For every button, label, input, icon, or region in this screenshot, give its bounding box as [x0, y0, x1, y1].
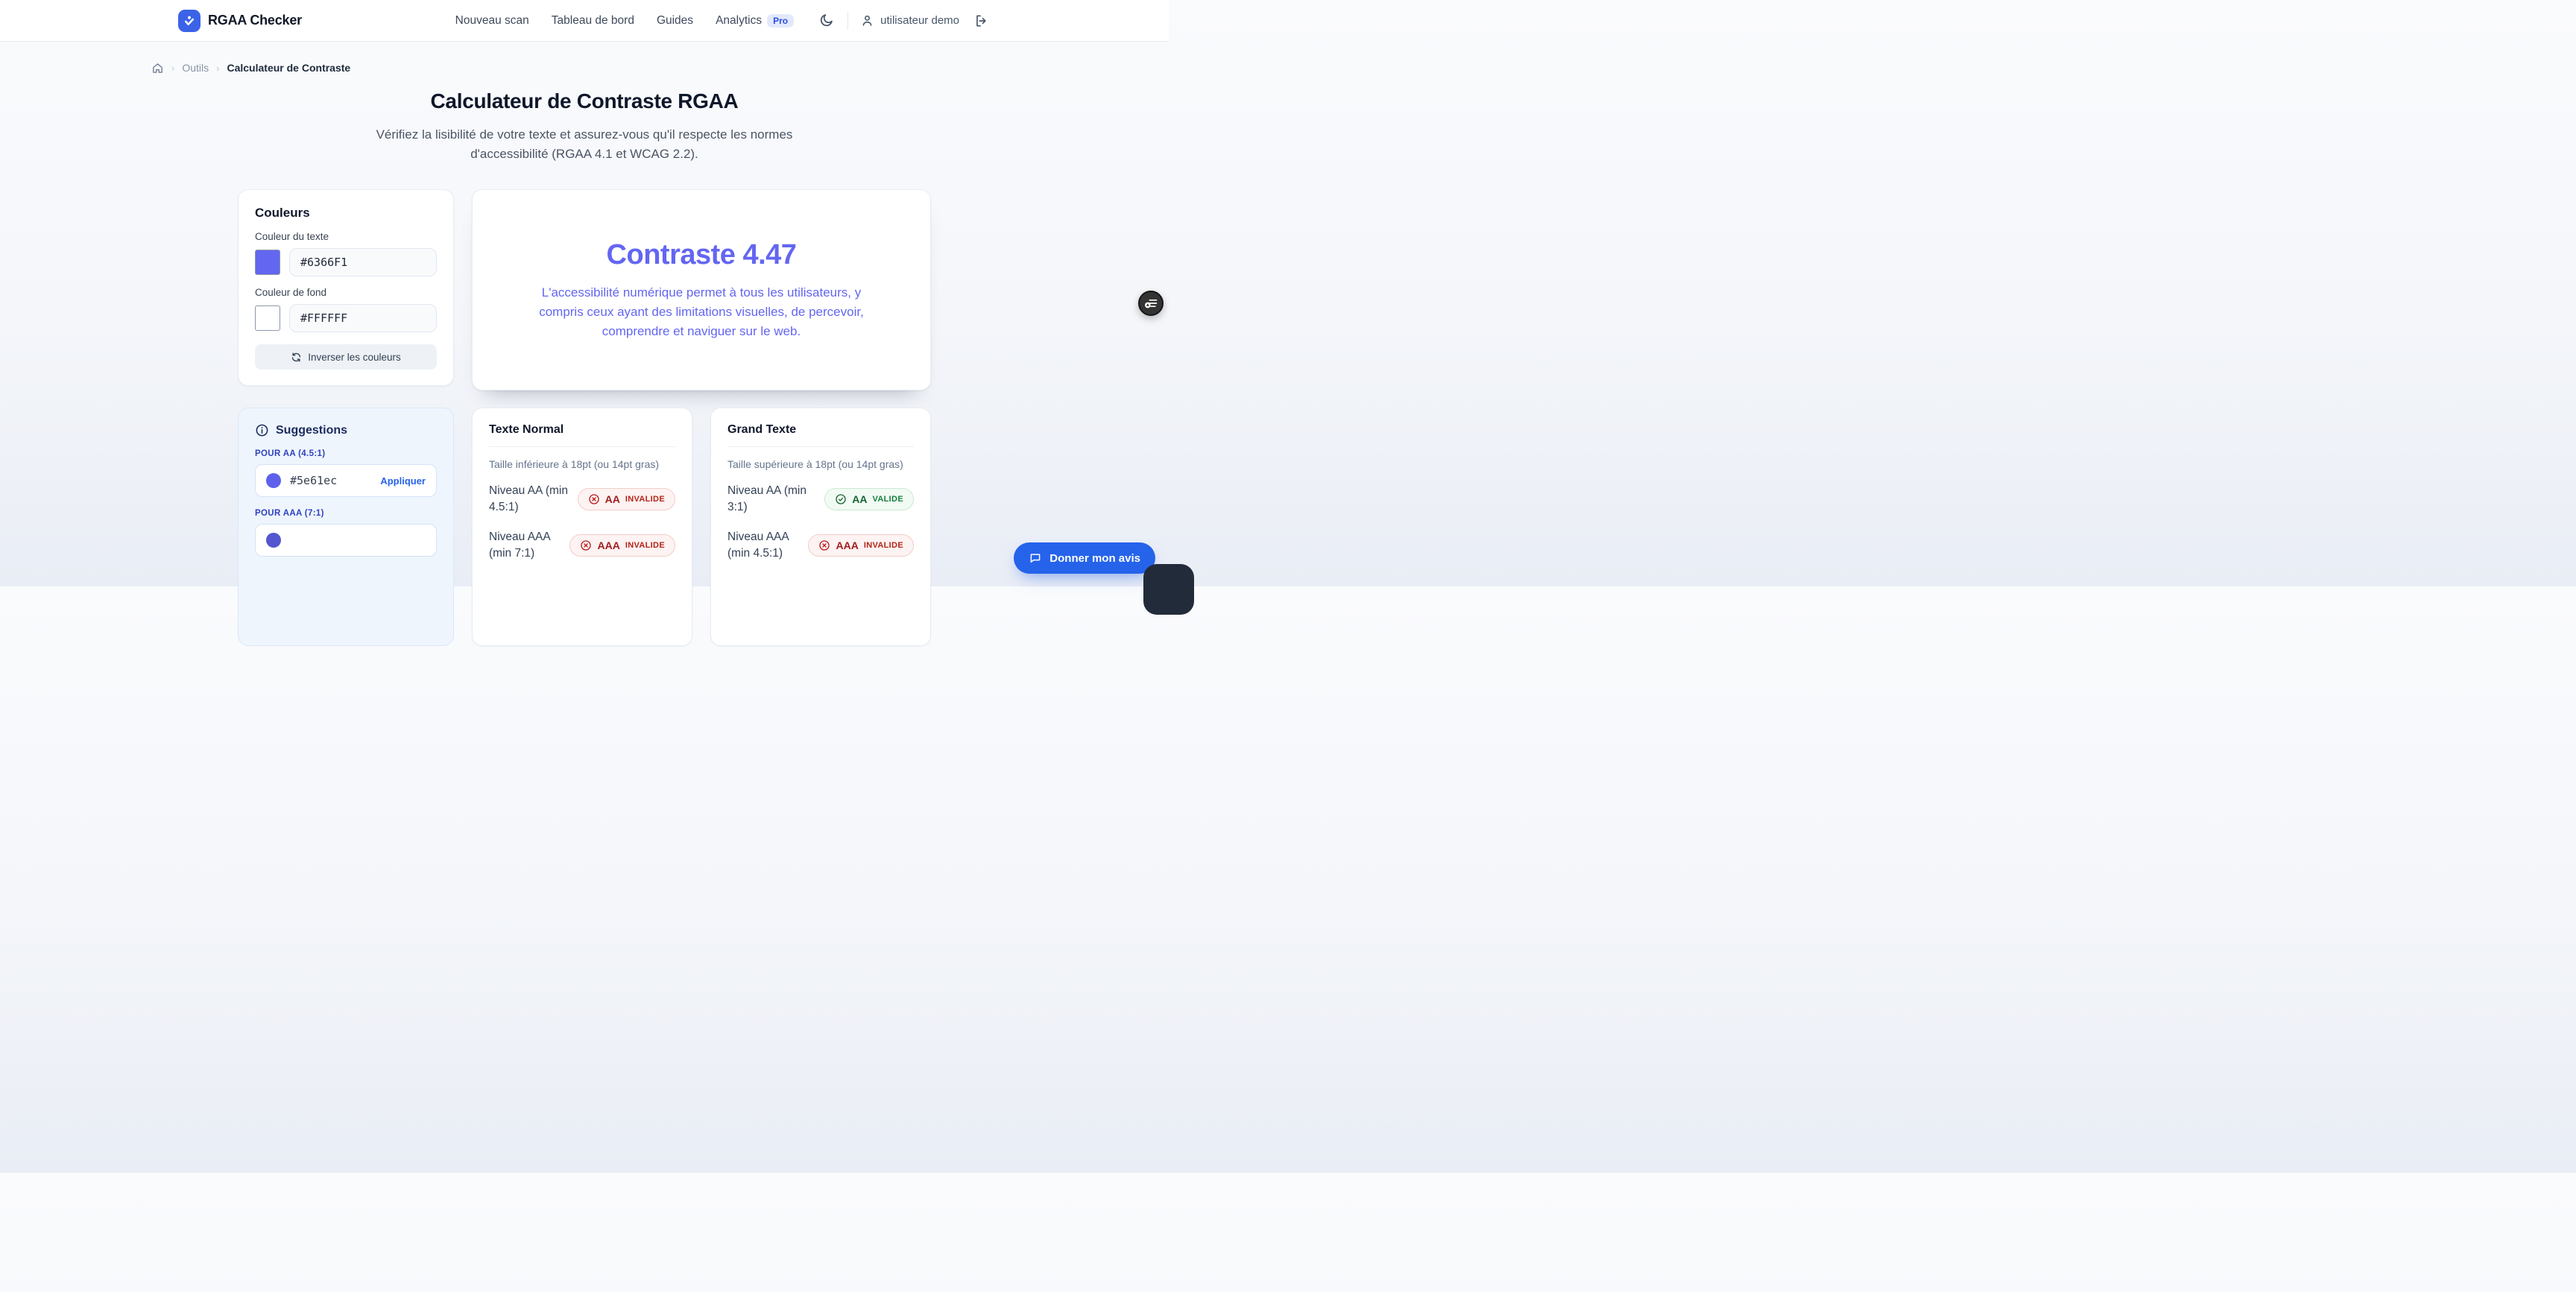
invert-colors-label: Inverser les couleurs: [308, 351, 401, 363]
suggestions-panel: Suggestions POUR AA (4.5:1) #5e61ec Appl…: [238, 408, 454, 646]
info-icon: [256, 424, 268, 437]
level-row-aaa: Niveau AAA (min 7:1) AAA INVALIDE: [489, 529, 675, 563]
breadcrumb-tools-link[interactable]: Outils: [182, 62, 209, 74]
status-badge-valid: AA VALIDE: [824, 488, 914, 511]
contrast-ratio-title: Contraste 4.47: [606, 238, 797, 270]
chat-bubble-icon: [1030, 554, 1041, 563]
status-badge-invalid: AAA INVALIDE: [569, 534, 675, 557]
level-aaa-label: Niveau AAA (min 4.5:1): [727, 530, 789, 560]
suggestion-row-aa: #5e61ec Appliquer: [255, 464, 437, 497]
bg-color-swatch[interactable]: [255, 305, 280, 331]
normal-text-panel: Texte Normal Taille inférieure à 18pt (o…: [472, 408, 692, 646]
page-title: Calculateur de Contraste RGAA: [430, 89, 739, 113]
apply-suggestion-button[interactable]: Appliquer: [380, 475, 426, 487]
badge-level: AAA: [836, 539, 859, 552]
status-badge-invalid: AAA INVALIDE: [808, 534, 914, 557]
home-icon: [152, 63, 162, 73]
large-text-title: Grand Texte: [727, 423, 797, 436]
refresh-icon: [292, 352, 301, 361]
page-subtitle: Vérifiez la lisibilité de votre texte et…: [376, 127, 793, 161]
check-circle-icon: [836, 494, 846, 505]
user-menu[interactable]: utilisateur demo: [860, 13, 959, 28]
text-color-label: Couleur du texte: [255, 231, 329, 242]
suggestion-row-aaa: [255, 524, 437, 557]
normal-text-subtitle: Taille inférieure à 18pt (ou 14pt gras): [489, 458, 660, 470]
badge-status: INVALIDE: [863, 541, 903, 551]
chevron-right-icon: ›: [216, 62, 220, 74]
suggestion-swatch: [266, 533, 281, 548]
accessibility-menu-icon: [1145, 300, 1158, 308]
text-color-input[interactable]: [289, 248, 437, 276]
bg-color-label: Couleur de fond: [255, 287, 327, 298]
rgaa-logo-icon: [178, 9, 201, 32]
badge-status: INVALIDE: [625, 541, 665, 551]
x-circle-icon: [581, 540, 592, 551]
suggestions-title: Suggestions: [276, 423, 348, 437]
brand-name: RGAA Checker: [208, 13, 302, 28]
invert-colors-button[interactable]: Inverser les couleurs: [255, 344, 437, 370]
breadcrumb-current: Calculateur de Contraste: [227, 62, 351, 74]
badge-status: VALIDE: [872, 495, 903, 504]
suggestion-hex: #5e61ec: [290, 474, 338, 487]
main-nav: Nouveau scan Tableau de bord Guides Anal…: [455, 13, 795, 28]
normal-text-title: Texte Normal: [489, 423, 564, 436]
nav-analytics-label: Analytics: [716, 13, 763, 27]
contrast-preview-text: L'accessibilité numérique permet à tous …: [539, 285, 864, 338]
suggestions-aaa-label: POUR AAA (7:1): [255, 509, 324, 518]
suggestions-aa-label: POUR AA (4.5:1): [255, 449, 326, 458]
breadcrumb: › Outils › Calculateur de Contraste: [151, 61, 1018, 75]
text-color-swatch[interactable]: [255, 250, 280, 275]
pro-badge: Pro: [767, 13, 795, 28]
nav-new-scan[interactable]: Nouveau scan: [455, 13, 529, 27]
divider: [489, 446, 675, 447]
level-aaa-label: Niveau AAA (min 7:1): [489, 530, 550, 560]
level-row-aaa: Niveau AAA (min 4.5:1) AAA INVALIDE: [727, 529, 914, 563]
chevron-right-icon: ›: [171, 62, 175, 74]
top-navbar: RGAA Checker Nouveau scan Tableau de bor…: [0, 0, 1169, 42]
level-aa-label: Niveau AA (min 3:1): [727, 484, 806, 514]
moon-icon: [820, 14, 833, 27]
feedback-button[interactable]: Donner mon avis: [1014, 542, 1155, 574]
badge-status: INVALIDE: [625, 495, 665, 504]
dark-mode-toggle[interactable]: [816, 11, 836, 31]
colors-panel: Couleurs Couleur du texte Couleur de fon…: [238, 189, 454, 386]
level-aa-label: Niveau AA (min 4.5:1): [489, 484, 568, 514]
level-row-aa: Niveau AA (min 4.5:1) AA INVALIDE: [489, 483, 675, 516]
nav-analytics[interactable]: Analytics Pro: [716, 13, 795, 28]
divider: [727, 446, 914, 447]
status-badge-invalid: AA INVALIDE: [577, 488, 675, 511]
contrast-preview-panel: Contraste 4.47 L'accessibilité numérique…: [472, 189, 931, 390]
header-utils: utilisateur demo: [816, 11, 991, 31]
bg-color-input[interactable]: [289, 304, 437, 332]
user-icon: [862, 15, 872, 26]
suggestion-swatch: [266, 473, 281, 488]
badge-level: AA: [852, 493, 868, 506]
x-circle-icon: [819, 540, 830, 551]
corner-widget-partial[interactable]: [1143, 564, 1194, 615]
brand-logo-home[interactable]: RGAA Checker: [178, 9, 302, 32]
large-text-panel: Grand Texte Taille supérieure à 18pt (ou…: [710, 408, 931, 646]
level-row-aa: Niveau AA (min 3:1) AA VALIDE: [727, 483, 914, 516]
x-circle-icon: [588, 494, 599, 505]
logout-button[interactable]: [971, 11, 991, 31]
logout-icon: [976, 15, 986, 27]
feedback-label: Donner mon avis: [1049, 551, 1140, 565]
nav-guides[interactable]: Guides: [656, 13, 694, 27]
header-divider: [847, 11, 849, 30]
large-text-subtitle: Taille supérieure à 18pt (ou 14pt gras): [727, 458, 903, 470]
badge-level: AAA: [597, 539, 620, 552]
user-name: utilisateur demo: [880, 14, 959, 27]
nav-dashboard[interactable]: Tableau de bord: [551, 13, 634, 27]
colors-panel-title: Couleurs: [255, 206, 310, 220]
breadcrumb-home-link[interactable]: [151, 61, 164, 75]
badge-level: AA: [604, 493, 620, 506]
accessibility-widget-button[interactable]: [1138, 291, 1164, 316]
